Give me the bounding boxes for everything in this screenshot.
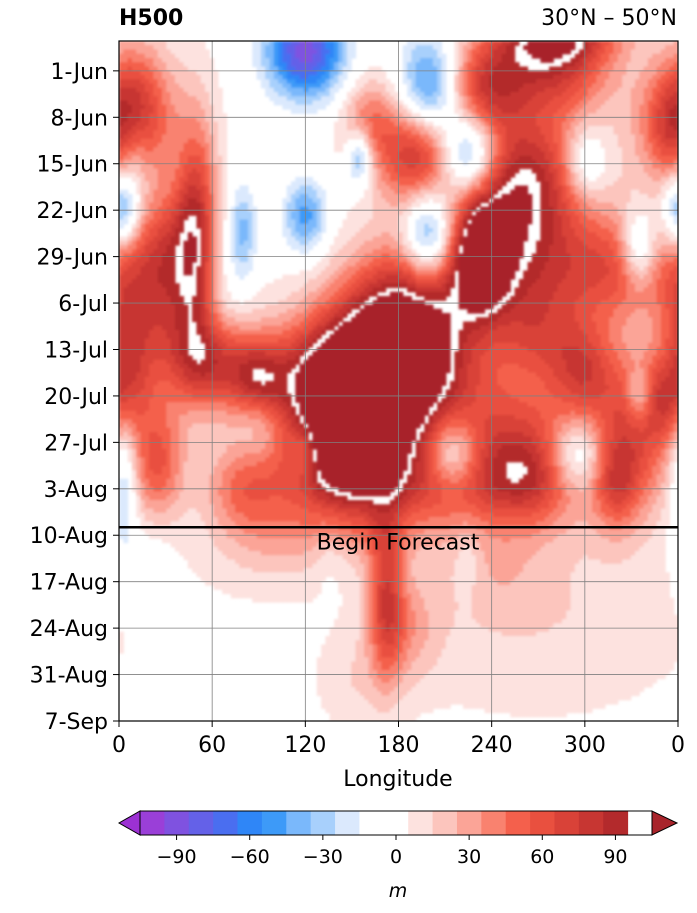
x-tick-label: 0 <box>112 733 126 758</box>
colorbar-tick-label: −60 <box>230 846 270 868</box>
x-tick-label: 120 <box>284 733 326 758</box>
colorbar-swatch <box>237 811 263 835</box>
colorbar-extend-min <box>117 810 141 836</box>
y-tick-label: 10-Aug <box>30 524 108 549</box>
y-tick-label: 24-Aug <box>30 617 108 642</box>
grid-lines <box>119 41 678 721</box>
colorbar-tick-label: 60 <box>530 846 554 868</box>
y-tick-label: 6-Jul <box>58 292 108 317</box>
y-axis-ticks: 1-Jun 8-Jun 15-Jun 22-Jun 29-Jun 6-Jul 13-Jul 2… <box>30 60 119 735</box>
colorbar: −90 −60 −30 0 30 60 90 <box>117 810 679 868</box>
colorbar-swatch <box>530 811 555 835</box>
colorbar-tick-label: 0 <box>390 846 402 868</box>
y-tick-label: 7-Sep <box>45 710 108 735</box>
colorbar-tick-label: −90 <box>157 846 197 868</box>
y-tick-label: 29-Jun <box>36 246 108 271</box>
y-tick-label: 13-Jul <box>44 338 108 363</box>
y-tick-label: 1-Jun <box>50 60 108 85</box>
x-tick-label: 60 <box>198 733 226 758</box>
colorbar-swatch <box>213 811 239 835</box>
y-tick-label: 20-Jul <box>44 385 108 410</box>
colorbar-swatch <box>335 811 360 835</box>
colorbar-tick-label: −30 <box>303 846 343 868</box>
colorbar-swatch <box>140 811 165 835</box>
colorbar-tick-label: 90 <box>603 846 627 868</box>
x-axis-label: Longitude <box>343 767 452 792</box>
x-tick-label: 0 <box>671 733 685 758</box>
forecast-annotation: Begin Forecast <box>317 530 480 555</box>
chart-title-right: 30°N – 50°N <box>541 6 677 31</box>
y-tick-label: 17-Aug <box>30 571 108 596</box>
colorbar-swatch <box>505 811 531 835</box>
colorbar-swatch <box>603 811 629 835</box>
colorbar-swatch <box>164 811 190 835</box>
colorbar-swatch <box>408 811 434 835</box>
x-tick-label: 180 <box>378 733 420 758</box>
colorbar-swatch <box>481 811 507 835</box>
colorbar-tick-label: 30 <box>457 846 481 868</box>
y-tick-label: 31-Aug <box>30 664 108 689</box>
colorbar-swatch <box>554 811 580 835</box>
y-tick-label: 3-Aug <box>44 478 108 503</box>
x-axis-ticks: 0 60 120 180 240 300 0 <box>112 721 685 758</box>
y-tick-label: 27-Jul <box>44 431 108 456</box>
colorbar-swatch <box>261 811 287 835</box>
y-tick-label: 8-Jun <box>50 106 108 131</box>
colorbar-swatch <box>359 811 385 835</box>
colorbar-swatch <box>383 811 409 835</box>
colorbar-swatch <box>286 811 312 835</box>
x-tick-label: 300 <box>564 733 606 758</box>
y-tick-label: 22-Jun <box>36 199 108 224</box>
colorbar-swatch <box>456 811 482 835</box>
colorbar-swatch <box>310 811 336 835</box>
y-tick-label: 15-Jun <box>36 153 108 178</box>
colorbar-swatch <box>188 811 214 835</box>
x-tick-label: 240 <box>471 733 513 758</box>
colorbar-extend-max <box>651 810 679 836</box>
colorbar-swatch <box>578 811 604 835</box>
colorbar-swatch <box>432 811 458 835</box>
chart-title-left: H500 <box>119 6 184 31</box>
colorbar-label: m <box>389 880 408 902</box>
